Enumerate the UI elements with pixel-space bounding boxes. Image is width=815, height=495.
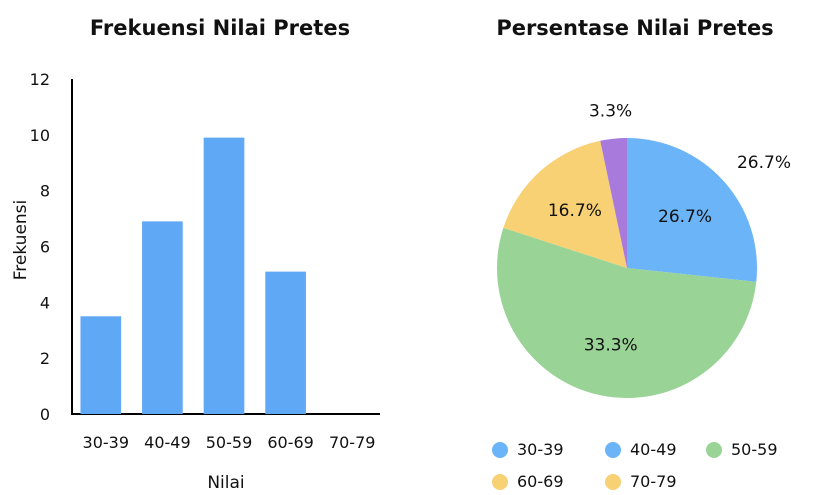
x-tick-label: 70-79 xyxy=(329,433,376,452)
bar-chart: 0 2 4 6 8 10 12 30-39 40-49 50-59 60-69 70-79 Nilai F… xyxy=(11,70,380,493)
legend-item: 50-59 xyxy=(706,440,778,459)
legend-swatch xyxy=(605,473,621,490)
legend-label: 60-69 xyxy=(517,472,564,491)
legend-item: 70-79 xyxy=(605,472,677,491)
y-tick-label: 6 xyxy=(40,238,50,257)
legend-label: 70-79 xyxy=(630,472,677,491)
pie-outer-label: 3.3% xyxy=(589,101,632,121)
pie-slice-50-59 xyxy=(627,138,757,282)
x-tick-label: 60-69 xyxy=(267,433,314,452)
y-tick-label: 10 xyxy=(30,126,50,145)
pie-slice-label: 16.7% xyxy=(548,201,602,221)
legend-swatch xyxy=(605,441,621,458)
legend-swatch xyxy=(492,441,508,458)
legend-label: 40-49 xyxy=(630,440,677,459)
legend-swatch xyxy=(492,473,508,490)
x-tick-label: 50-59 xyxy=(206,433,253,452)
pie-slice-label: 33.3% xyxy=(584,335,638,355)
bar-50-59 xyxy=(203,137,245,414)
pie-slice-70-79 xyxy=(600,138,627,268)
pie-chart-title: Persentase Nilai Pretes xyxy=(496,16,774,40)
y-tick-label: 2 xyxy=(40,349,50,368)
legend-item: 60-69 xyxy=(492,472,564,491)
y-tick-label: 12 xyxy=(30,70,50,89)
pie-slice-label: 26.7% xyxy=(658,207,712,227)
bar-30-39 xyxy=(80,316,122,414)
bar-40-49 xyxy=(142,221,183,414)
pie-slice-40-49 xyxy=(497,227,757,398)
x-tick-label: 30-39 xyxy=(83,433,130,452)
y-tick-label: 8 xyxy=(40,182,50,201)
bar-chart-title: Frekuensi Nilai Pretes xyxy=(89,16,351,40)
x-axis-label: Nilai xyxy=(207,473,244,493)
legend-swatch xyxy=(706,441,722,458)
y-tick-label: 4 xyxy=(40,293,50,312)
legend-item: 30-39 xyxy=(492,440,564,459)
legend-item: 40-49 xyxy=(605,440,677,459)
y-axis-label: Frekuensi xyxy=(11,200,31,281)
y-tick-label: 0 xyxy=(40,405,50,424)
legend-label: 50-59 xyxy=(731,440,778,459)
x-tick-label: 40-49 xyxy=(144,433,191,452)
bar-60-69 xyxy=(265,271,306,414)
pie-slice-60-69 xyxy=(503,140,627,268)
legend-label: 30-39 xyxy=(517,440,564,459)
pie-outer-label: 26.7% xyxy=(737,153,791,173)
